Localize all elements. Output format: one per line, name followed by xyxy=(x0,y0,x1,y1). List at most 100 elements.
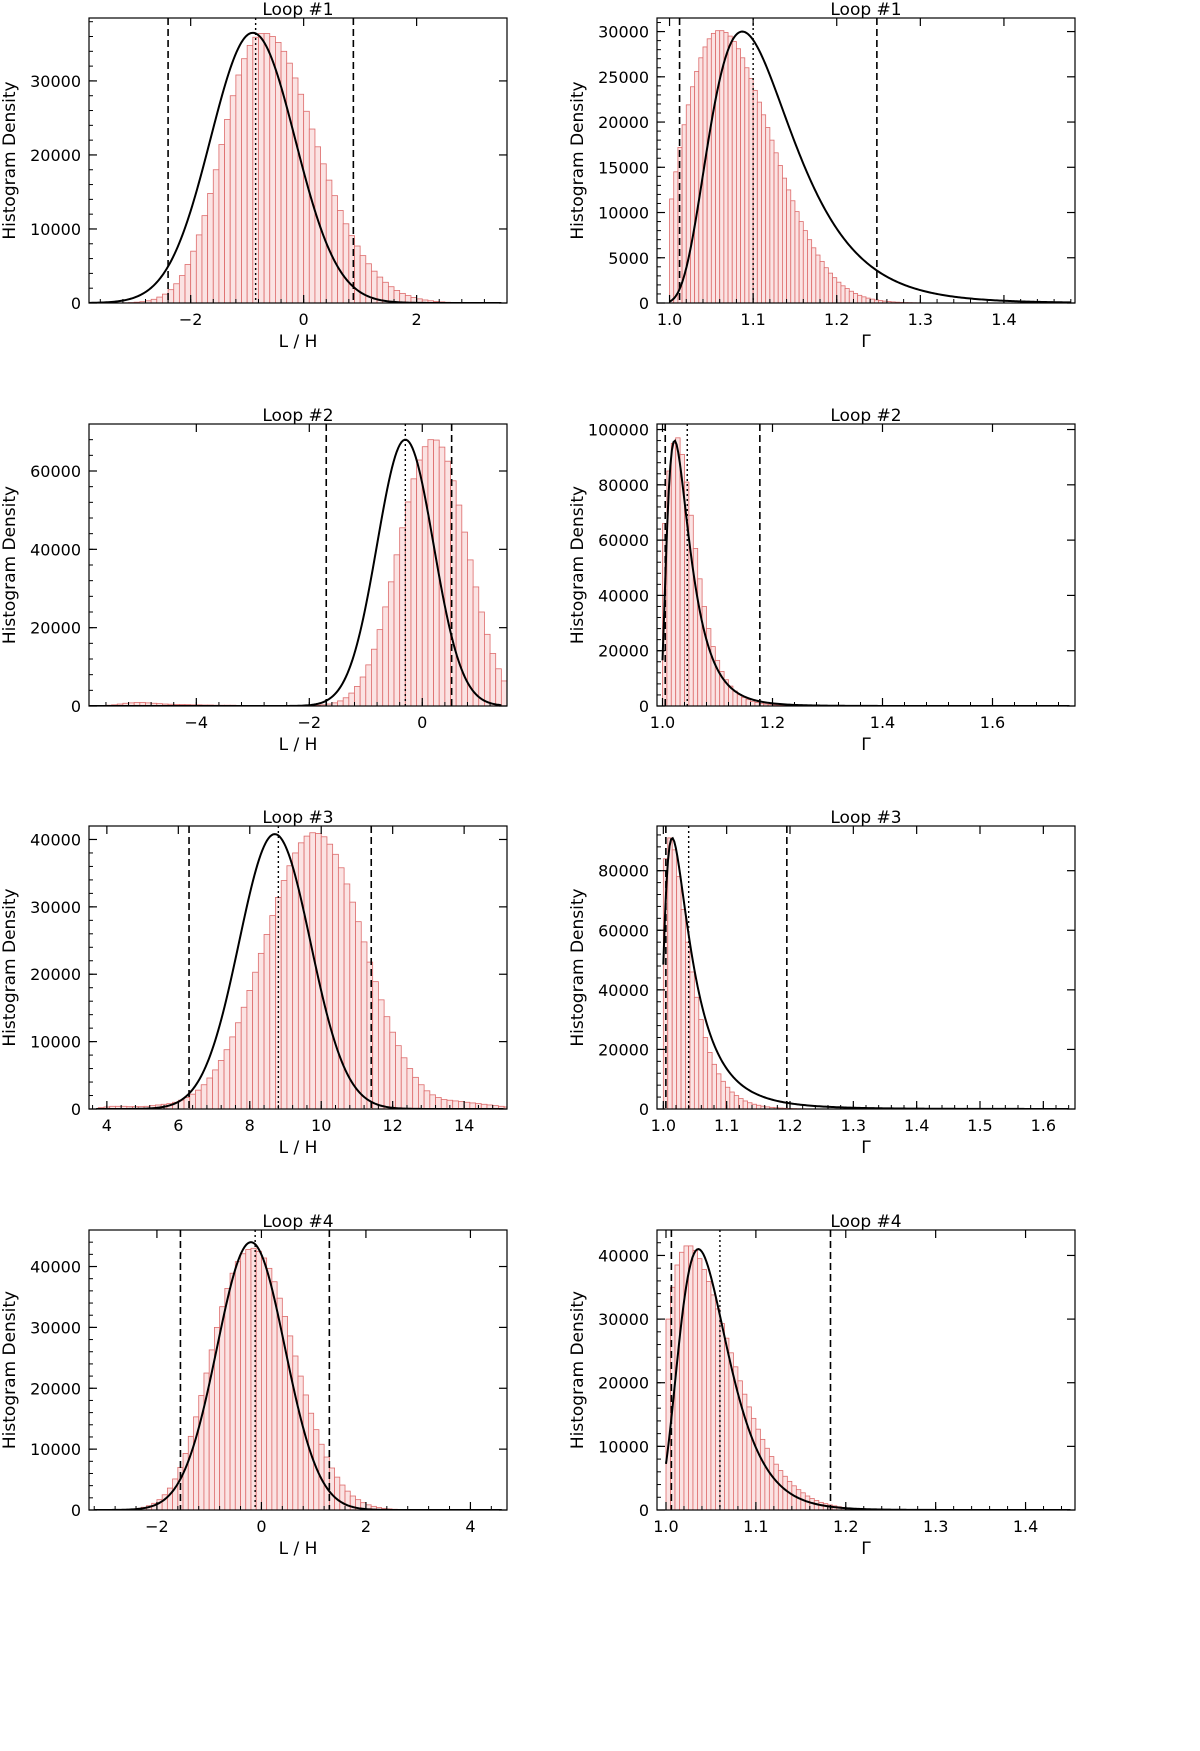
y-tick-label: 40000 xyxy=(598,1246,649,1265)
histogram-bar xyxy=(376,629,384,706)
histogram-bar xyxy=(444,460,451,706)
y-tick-label: 20000 xyxy=(598,1040,649,1059)
histogram-bar xyxy=(744,67,750,303)
histogram-bar xyxy=(354,686,361,706)
histogram-bar xyxy=(286,62,293,303)
y-tick-label: 30000 xyxy=(30,1318,81,1337)
histogram-bar xyxy=(212,1069,219,1109)
histogram-bar xyxy=(455,504,463,706)
histogram-bar xyxy=(342,223,350,303)
histogram-bar xyxy=(701,1269,707,1510)
histogram-bar xyxy=(759,1438,766,1510)
histogram-bar xyxy=(680,909,686,1109)
histogram-bar xyxy=(235,74,242,303)
histogram-bar xyxy=(342,697,350,706)
histogram-bar xyxy=(745,699,751,706)
x-tick-label: −2 xyxy=(145,1517,169,1536)
histogram-bar xyxy=(786,1480,793,1510)
y-tick-label: 60000 xyxy=(30,462,81,481)
x-tick-label: 1.3 xyxy=(908,310,933,329)
chart-loop2-lh: −4 −2 0 0 20000 40000 60000 Loop #2 L / H Histogr… xyxy=(0,406,530,755)
y-tick-label: 30000 xyxy=(598,23,649,42)
axes-frame xyxy=(656,17,1076,304)
y-tick-label: 10000 xyxy=(598,1437,649,1456)
y-tick-label: 30000 xyxy=(598,1310,649,1329)
histogram-bar xyxy=(339,1484,346,1510)
histogram-bar xyxy=(500,680,507,706)
plot-area xyxy=(662,826,1069,1109)
histogram-bar xyxy=(495,668,502,706)
histogram-bar xyxy=(195,1089,202,1109)
histogram-bar xyxy=(677,146,683,303)
histogram-bar xyxy=(676,876,682,1109)
plot-area xyxy=(664,1230,1071,1510)
histogram-bar xyxy=(229,1036,236,1109)
histogram-bar xyxy=(291,77,299,303)
chart-loop4-gamma: 1.0 1.1 1.2 1.3 1.4 0 10000 20000 30000 40000 Loop… xyxy=(568,1212,1076,1559)
x-tick-label: 1.1 xyxy=(714,1116,739,1135)
histogram-bar xyxy=(521,1108,527,1109)
histogram-bar xyxy=(692,1249,698,1510)
histogram-bar xyxy=(524,703,530,706)
y-tick-label: 80000 xyxy=(598,476,649,495)
histogram-bar xyxy=(212,169,220,303)
x-tick-label: 1.0 xyxy=(657,310,682,329)
histogram-bar xyxy=(263,934,271,1109)
x-axis-label: L / H xyxy=(279,1138,318,1158)
axes-frame xyxy=(88,17,508,304)
histogram-bar xyxy=(706,1281,712,1510)
x-tick-label: 2 xyxy=(361,1517,371,1536)
histogram-bar xyxy=(679,1251,685,1510)
y-tick-label: 60000 xyxy=(598,531,649,550)
x-tick-label: 1.3 xyxy=(923,1517,948,1536)
histogram-bar xyxy=(190,250,197,303)
histogram-bar xyxy=(506,689,507,706)
x-tick-label: 1.1 xyxy=(743,1517,768,1536)
histogram-bar xyxy=(811,247,817,303)
histogram-bar xyxy=(297,842,305,1109)
histogram-bar xyxy=(786,189,792,303)
histogram-bar xyxy=(674,1264,680,1510)
histogram-bar xyxy=(777,1470,784,1510)
histogram-bar xyxy=(269,915,276,1109)
y-tick-label: 60000 xyxy=(598,921,649,940)
histogram-bar xyxy=(667,837,673,1109)
chart-loop3-gamma: 1.0 1.1 1.2 1.3 1.4 1.5 1.6 0 20000 40000 60000 800… xyxy=(568,808,1076,1158)
y-tick-label: 40000 xyxy=(598,586,649,605)
y-tick-label: 40000 xyxy=(30,1258,81,1277)
x-tick-label: 0 xyxy=(417,713,427,732)
histogram-bar xyxy=(751,1103,757,1109)
histogram-bar xyxy=(865,297,871,303)
histogram-bar xyxy=(372,981,379,1109)
histogram-bar xyxy=(400,1057,408,1109)
y-tick-label: 40000 xyxy=(30,830,81,849)
y-tick-label: 20000 xyxy=(598,642,649,661)
y-axis-label: Histogram Density xyxy=(568,888,588,1046)
histogram-bar xyxy=(162,293,169,303)
histogram-bar xyxy=(219,1306,226,1510)
y-axis-label: Histogram Density xyxy=(0,486,20,644)
histogram-bar xyxy=(337,700,344,706)
histogram-bar xyxy=(484,633,491,706)
histogram-bar xyxy=(178,275,186,303)
x-tick-label: 14 xyxy=(454,1116,474,1135)
histogram-bar xyxy=(790,200,796,303)
histogram-bar xyxy=(382,606,389,706)
y-tick-label: 0 xyxy=(639,1501,649,1520)
histogram-bar xyxy=(435,1097,442,1109)
histogram-bar xyxy=(694,70,700,303)
histogram-bar xyxy=(802,230,808,303)
plot-area xyxy=(96,826,527,1109)
histogram-bar xyxy=(234,1261,241,1510)
histogram-bar xyxy=(777,165,783,303)
histogram-bar xyxy=(752,89,758,303)
histogram-bar xyxy=(156,296,163,303)
histogram-bar xyxy=(184,264,192,303)
y-tick-label: 80000 xyxy=(598,862,649,881)
x-tick-label: 1.0 xyxy=(653,1517,678,1536)
x-tick-label: −2 xyxy=(298,713,322,732)
histogram-bar xyxy=(429,1094,436,1109)
histogram-bar xyxy=(773,1463,779,1510)
histogram-bar xyxy=(673,171,679,303)
chart-title: Loop #2 xyxy=(262,406,333,426)
